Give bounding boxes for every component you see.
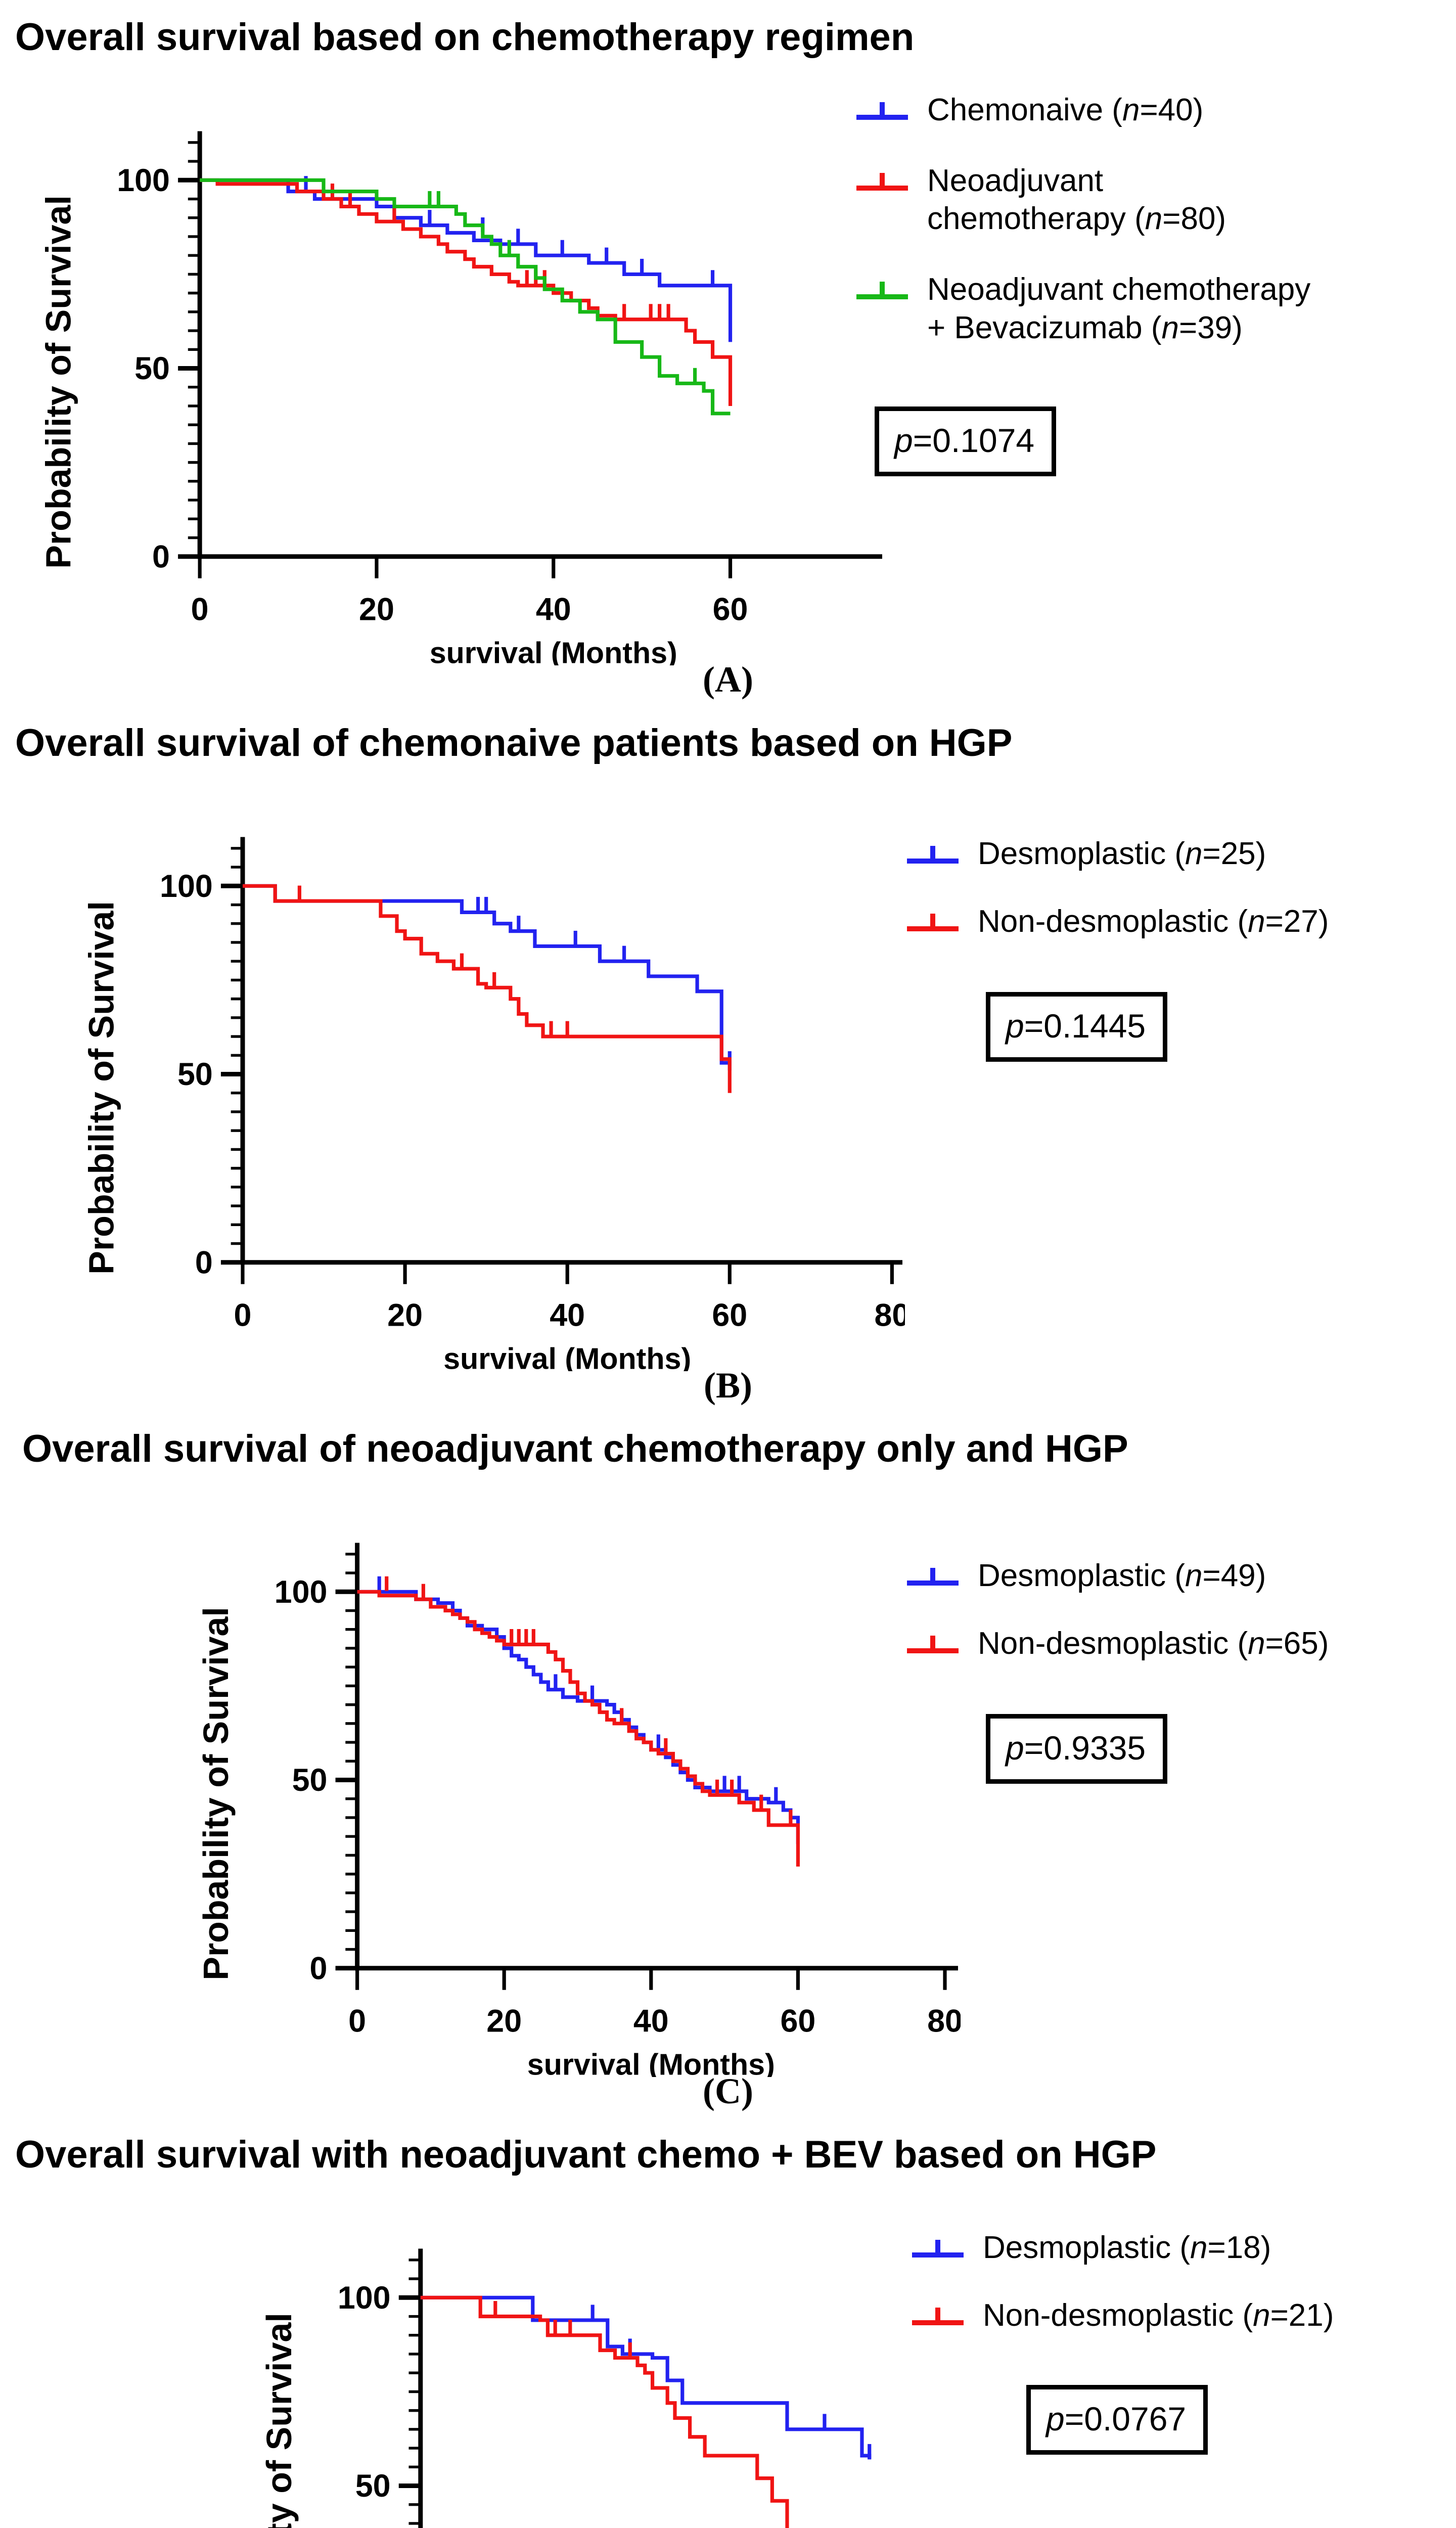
panel-B-p-value: p=0.1445 [986, 992, 1168, 1062]
panel-A-legend: Chemonaive (n=40) Neoadjuvant chemotherapy… [854, 91, 1451, 347]
panel-A-title: Overall survival based on chemotherapy r… [15, 16, 915, 59]
panel-C-p-value: p=0.9335 [986, 1714, 1168, 1784]
legend-label: Desmoplastic (n=49) [978, 1558, 1266, 1593]
svg-text:60: 60 [713, 592, 748, 627]
legend-item: Non-desmoplastic (n=21) [910, 2296, 1456, 2335]
svg-text:100: 100 [338, 2280, 391, 2316]
km-chart-C: Probability of Survival 0 50 100 0 20 40 60 80 su… [196, 1543, 961, 2077]
svg-text:80: 80 [874, 1297, 905, 1333]
svg-text:50: 50 [134, 351, 170, 386]
svg-text:Probability of Survival: Probability of Survival [81, 901, 121, 1275]
km-chart-B: Probability of Survival 0 50 100 0 20 40 60 80 su… [81, 837, 905, 1371]
km-series-marker-icon [856, 281, 908, 299]
km-series-marker-icon [907, 913, 959, 931]
panel-C-label: (C) [703, 2071, 753, 2111]
legend-item: Desmoplastic (n=25) [905, 835, 1456, 873]
legend-label: Chemonaive (n=40) [927, 93, 1204, 127]
panel-D-p-value: p=0.0767 [1026, 2385, 1208, 2455]
panel-B-chart-area: Probability of Survival 0 50 100 0 20 40 60 80 su… [0, 782, 905, 1371]
panel-B-title: Overall survival of chemonaive patients … [15, 721, 1013, 764]
svg-text:40: 40 [536, 592, 571, 627]
svg-text:100: 100 [275, 1574, 328, 1610]
legend-label: Neoadjuvant chemotherapy + Bevacizumab (n… [927, 272, 1311, 345]
panel-B-legend: Desmoplastic (n=25) Non-desmoplastic (n=2… [905, 835, 1456, 940]
legend-label: Non-desmoplastic (n=21) [983, 2297, 1334, 2333]
panel-C-title: Overall survival of neoadjuvant chemothe… [22, 1427, 1128, 1470]
panel-D-legend: Desmoplastic (n=18) Non-desmoplastic (n=2… [910, 2229, 1456, 2334]
svg-text:40: 40 [633, 2003, 669, 2039]
km-series-marker-icon [907, 846, 959, 864]
svg-text:0: 0 [195, 1245, 213, 1280]
svg-text:40: 40 [550, 1297, 585, 1333]
panel-A-p-value: p=0.1074 [875, 407, 1057, 477]
svg-text:survival (Months): survival (Months) [430, 636, 677, 665]
km-series-marker-icon [907, 1568, 959, 1586]
svg-text:0: 0 [191, 592, 209, 627]
legend-item: Chemonaive (n=40) [854, 91, 1451, 129]
panel-C: Overall survival of neoadjuvant chemothe… [0, 1412, 1456, 2117]
legend-label: Non-desmoplastic (n=27) [978, 904, 1329, 939]
legend-item: Neoadjuvant chemotherapy (n=80) [854, 162, 1451, 238]
svg-text:100: 100 [117, 163, 170, 198]
svg-text:0: 0 [152, 539, 170, 574]
svg-text:survival (Months): survival (Months) [527, 2048, 775, 2077]
svg-text:0: 0 [234, 1297, 252, 1333]
svg-text:80: 80 [927, 2003, 961, 2039]
legend-item: Non-desmoplastic (n=27) [905, 902, 1456, 941]
km-chart-D: Probability of Survival050100020406080su… [259, 2248, 872, 2528]
legend-label: Neoadjuvant chemotherapy (n=80) [927, 163, 1226, 237]
svg-text:50: 50 [177, 1057, 213, 1092]
km-series-marker-icon [912, 2307, 964, 2325]
panel-D-side: Desmoplastic (n=18) Non-desmoplastic (n=2… [910, 2229, 1456, 2455]
legend-item: Desmoplastic (n=49) [905, 1557, 1456, 1595]
svg-text:50: 50 [292, 1763, 328, 1798]
km-series-marker-icon [907, 1635, 959, 1653]
svg-text:20: 20 [387, 1297, 423, 1333]
panel-D: Overall survival with neoadjuvant chemo … [0, 2117, 1456, 2528]
svg-text:Probability of Survival: Probability of Survival [196, 1607, 236, 1980]
legend-label: Desmoplastic (n=25) [978, 836, 1266, 871]
legend-label: Desmoplastic (n=18) [983, 2230, 1271, 2265]
km-series-marker-icon [912, 2240, 964, 2258]
legend-item: Non-desmoplastic (n=65) [905, 1624, 1456, 1663]
svg-text:100: 100 [160, 869, 213, 904]
km-series-marker-icon [856, 172, 908, 191]
svg-text:60: 60 [780, 2003, 815, 2039]
panel-D-title: Overall survival with neoadjuvant chemo … [15, 2133, 1157, 2176]
panel-A-chart-area: Probability of Survival050100020406080su… [0, 76, 885, 665]
panel-A: Overall survival based on chemotherapy r… [0, 0, 1456, 706]
legend-item: Desmoplastic (n=18) [910, 2229, 1456, 2267]
legend-label: Non-desmoplastic (n=65) [978, 1626, 1329, 1661]
panel-A-label: (A) [703, 659, 753, 700]
panel-C-chart-area: Probability of Survival 0 50 100 0 20 40 60 80 su… [0, 1487, 961, 2077]
svg-text:survival (Months): survival (Months) [443, 1342, 691, 1371]
legend-item: Neoadjuvant chemotherapy + Bevacizumab (n… [854, 270, 1451, 347]
svg-text:20: 20 [486, 2003, 522, 2039]
km-chart-A: Probability of Survival050100020406080su… [39, 131, 883, 665]
svg-text:60: 60 [712, 1297, 747, 1333]
km-series-marker-icon [856, 102, 908, 120]
svg-text:0: 0 [309, 1951, 327, 1986]
svg-text:20: 20 [359, 592, 394, 627]
panel-C-side: Desmoplastic (n=49) Non-desmoplastic (n=6… [905, 1557, 1456, 1784]
panel-B-side: Desmoplastic (n=25) Non-desmoplastic (n=2… [905, 835, 1456, 1062]
panel-B: Overall survival of chemonaive patients … [0, 706, 1456, 1412]
panel-A-side: Chemonaive (n=40) Neoadjuvant chemotherapy… [854, 91, 1451, 477]
svg-text:50: 50 [355, 2468, 391, 2504]
svg-text:0: 0 [348, 2003, 366, 2039]
svg-text:Probability of Survival: Probability of Survival [39, 195, 78, 569]
panel-C-legend: Desmoplastic (n=49) Non-desmoplastic (n=6… [905, 1557, 1456, 1662]
svg-text:Probability of Survival: Probability of Survival [259, 2313, 299, 2528]
panel-B-label: (B) [704, 1365, 752, 1406]
panel-D-chart-area: Probability of Survival050100020406080su… [0, 2193, 981, 2528]
